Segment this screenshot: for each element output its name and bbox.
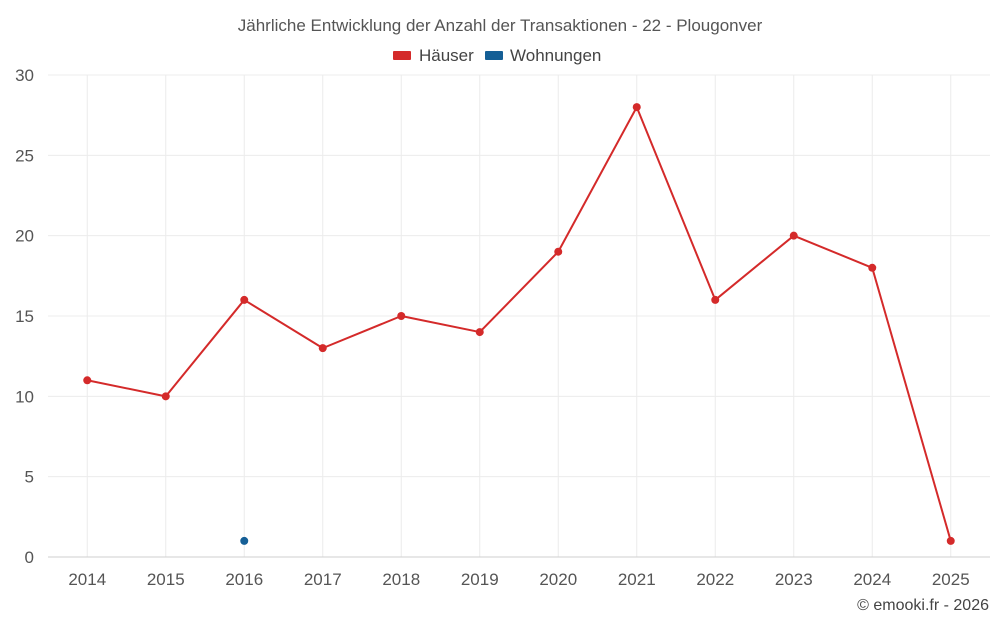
- series: [83, 103, 955, 545]
- series-line-houses: [87, 106, 952, 542]
- data-point-houses[interactable]: [711, 295, 720, 304]
- credit-text: © emooki.fr - 2026: [857, 597, 989, 614]
- x-tick-label: 2018: [382, 570, 420, 589]
- data-point-houses[interactable]: [161, 392, 170, 401]
- data-point-houses[interactable]: [789, 231, 798, 240]
- data-point-houses[interactable]: [318, 344, 327, 353]
- grid-lines: [48, 74, 990, 557]
- x-tick-label: 2021: [618, 570, 656, 589]
- x-tick-label: 2019: [461, 570, 499, 589]
- x-tick-label: 2014: [68, 570, 106, 589]
- x-tick-label: 2020: [539, 570, 577, 589]
- y-tick-label: 30: [15, 66, 34, 85]
- data-point-houses[interactable]: [554, 247, 563, 256]
- y-tick-label: 20: [15, 227, 34, 246]
- data-point-apartments[interactable]: [240, 536, 249, 545]
- legend: Häuser Wohnungen: [393, 46, 601, 65]
- legend-swatch-apartments: [485, 51, 503, 60]
- x-tick-label: 2015: [147, 570, 185, 589]
- data-point-houses[interactable]: [83, 376, 92, 385]
- y-tick-label: 5: [25, 468, 34, 487]
- x-tick-label: 2016: [225, 570, 263, 589]
- data-point-houses[interactable]: [397, 312, 406, 320]
- data-point-houses[interactable]: [946, 536, 955, 545]
- x-tick-label: 2025: [932, 570, 970, 589]
- legend-swatch-houses: [393, 51, 411, 60]
- y-tick-label: 15: [15, 307, 34, 326]
- y-tick-label: 0: [25, 548, 34, 567]
- data-point-houses[interactable]: [632, 103, 641, 112]
- data-point-houses[interactable]: [868, 263, 877, 272]
- x-tick-label: 2017: [304, 570, 342, 589]
- legend-label-apartments[interactable]: Wohnungen: [510, 46, 601, 65]
- series-apartments: [240, 536, 249, 545]
- data-point-houses[interactable]: [475, 328, 484, 337]
- legend-label-houses[interactable]: Häuser: [419, 46, 474, 65]
- x-tick-label: 2024: [853, 570, 891, 589]
- y-tick-label: 25: [15, 146, 34, 165]
- x-tick-label: 2022: [696, 570, 734, 589]
- data-point-houses[interactable]: [240, 295, 249, 304]
- y-tick-label: 10: [15, 387, 34, 406]
- x-tick-label: 2023: [775, 570, 813, 589]
- series-houses: [83, 103, 955, 545]
- chart-title: Jährliche Entwicklung der Anzahl der Tra…: [238, 16, 763, 35]
